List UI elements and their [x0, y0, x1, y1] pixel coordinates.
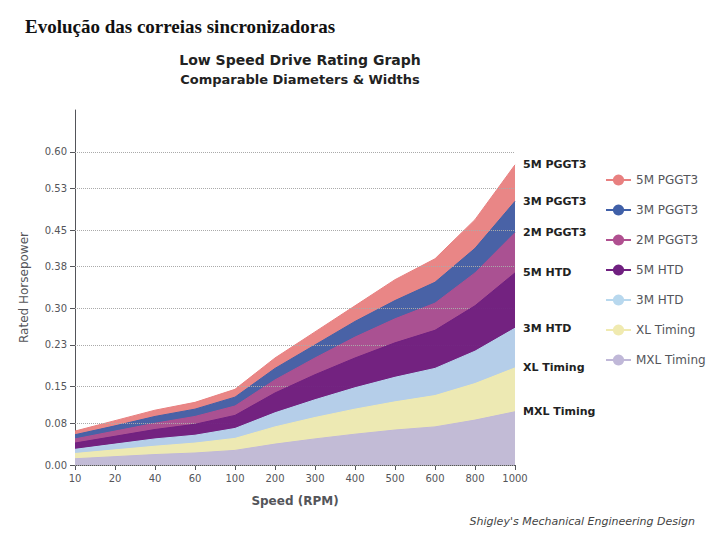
svg-text:Rated Horsepower: Rated Horsepower: [17, 232, 31, 343]
svg-text:XL Timing: XL Timing: [523, 361, 585, 374]
svg-text:60: 60: [189, 473, 202, 484]
svg-text:100: 100: [225, 473, 244, 484]
svg-text:0.45: 0.45: [45, 225, 67, 236]
svg-text:200: 200: [265, 473, 284, 484]
svg-text:Comparable Diameters & Widths: Comparable Diameters & Widths: [180, 72, 420, 87]
svg-text:5M HTD: 5M HTD: [636, 263, 683, 277]
svg-text:1000: 1000: [502, 473, 527, 484]
svg-text:MXL Timing: MXL Timing: [636, 353, 706, 367]
svg-text:3M PGGT3: 3M PGGT3: [523, 195, 587, 208]
svg-text:5M PGGT3: 5M PGGT3: [523, 158, 587, 171]
svg-text:Speed (RPM): Speed (RPM): [251, 494, 338, 508]
svg-text:3M HTD: 3M HTD: [523, 322, 571, 335]
svg-text:500: 500: [385, 473, 404, 484]
svg-text:40: 40: [149, 473, 162, 484]
svg-text:3M PGGT3: 3M PGGT3: [636, 203, 698, 217]
svg-text:600: 600: [425, 473, 444, 484]
svg-text:0.23: 0.23: [45, 339, 67, 350]
svg-text:Low Speed Drive Rating Graph: Low Speed Drive Rating Graph: [179, 52, 421, 68]
svg-text:5M PGGT3: 5M PGGT3: [636, 173, 698, 187]
svg-text:XL Timing: XL Timing: [636, 323, 695, 337]
svg-text:5M HTD: 5M HTD: [523, 266, 571, 279]
svg-text:0.38: 0.38: [45, 261, 67, 272]
svg-text:0.08: 0.08: [45, 418, 67, 429]
svg-text:0.15: 0.15: [45, 381, 67, 392]
svg-text:0.53: 0.53: [45, 183, 67, 194]
svg-text:400: 400: [345, 473, 364, 484]
svg-text:10: 10: [69, 473, 82, 484]
svg-text:Evolução das correias sincroni: Evolução das correias sincronizadoras: [25, 16, 335, 37]
svg-text:800: 800: [465, 473, 484, 484]
svg-text:Shigley's Mechanical Engineeri: Shigley's Mechanical Engineering Design: [470, 515, 695, 528]
svg-text:0.30: 0.30: [45, 303, 67, 314]
svg-text:3M HTD: 3M HTD: [636, 293, 683, 307]
svg-text:0.00: 0.00: [45, 460, 67, 471]
svg-text:0.60: 0.60: [45, 146, 67, 157]
svg-text:MXL Timing: MXL Timing: [523, 405, 595, 418]
svg-text:300: 300: [305, 473, 324, 484]
svg-text:2M PGGT3: 2M PGGT3: [523, 226, 587, 239]
svg-text:2M PGGT3: 2M PGGT3: [636, 233, 698, 247]
svg-text:20: 20: [109, 473, 122, 484]
